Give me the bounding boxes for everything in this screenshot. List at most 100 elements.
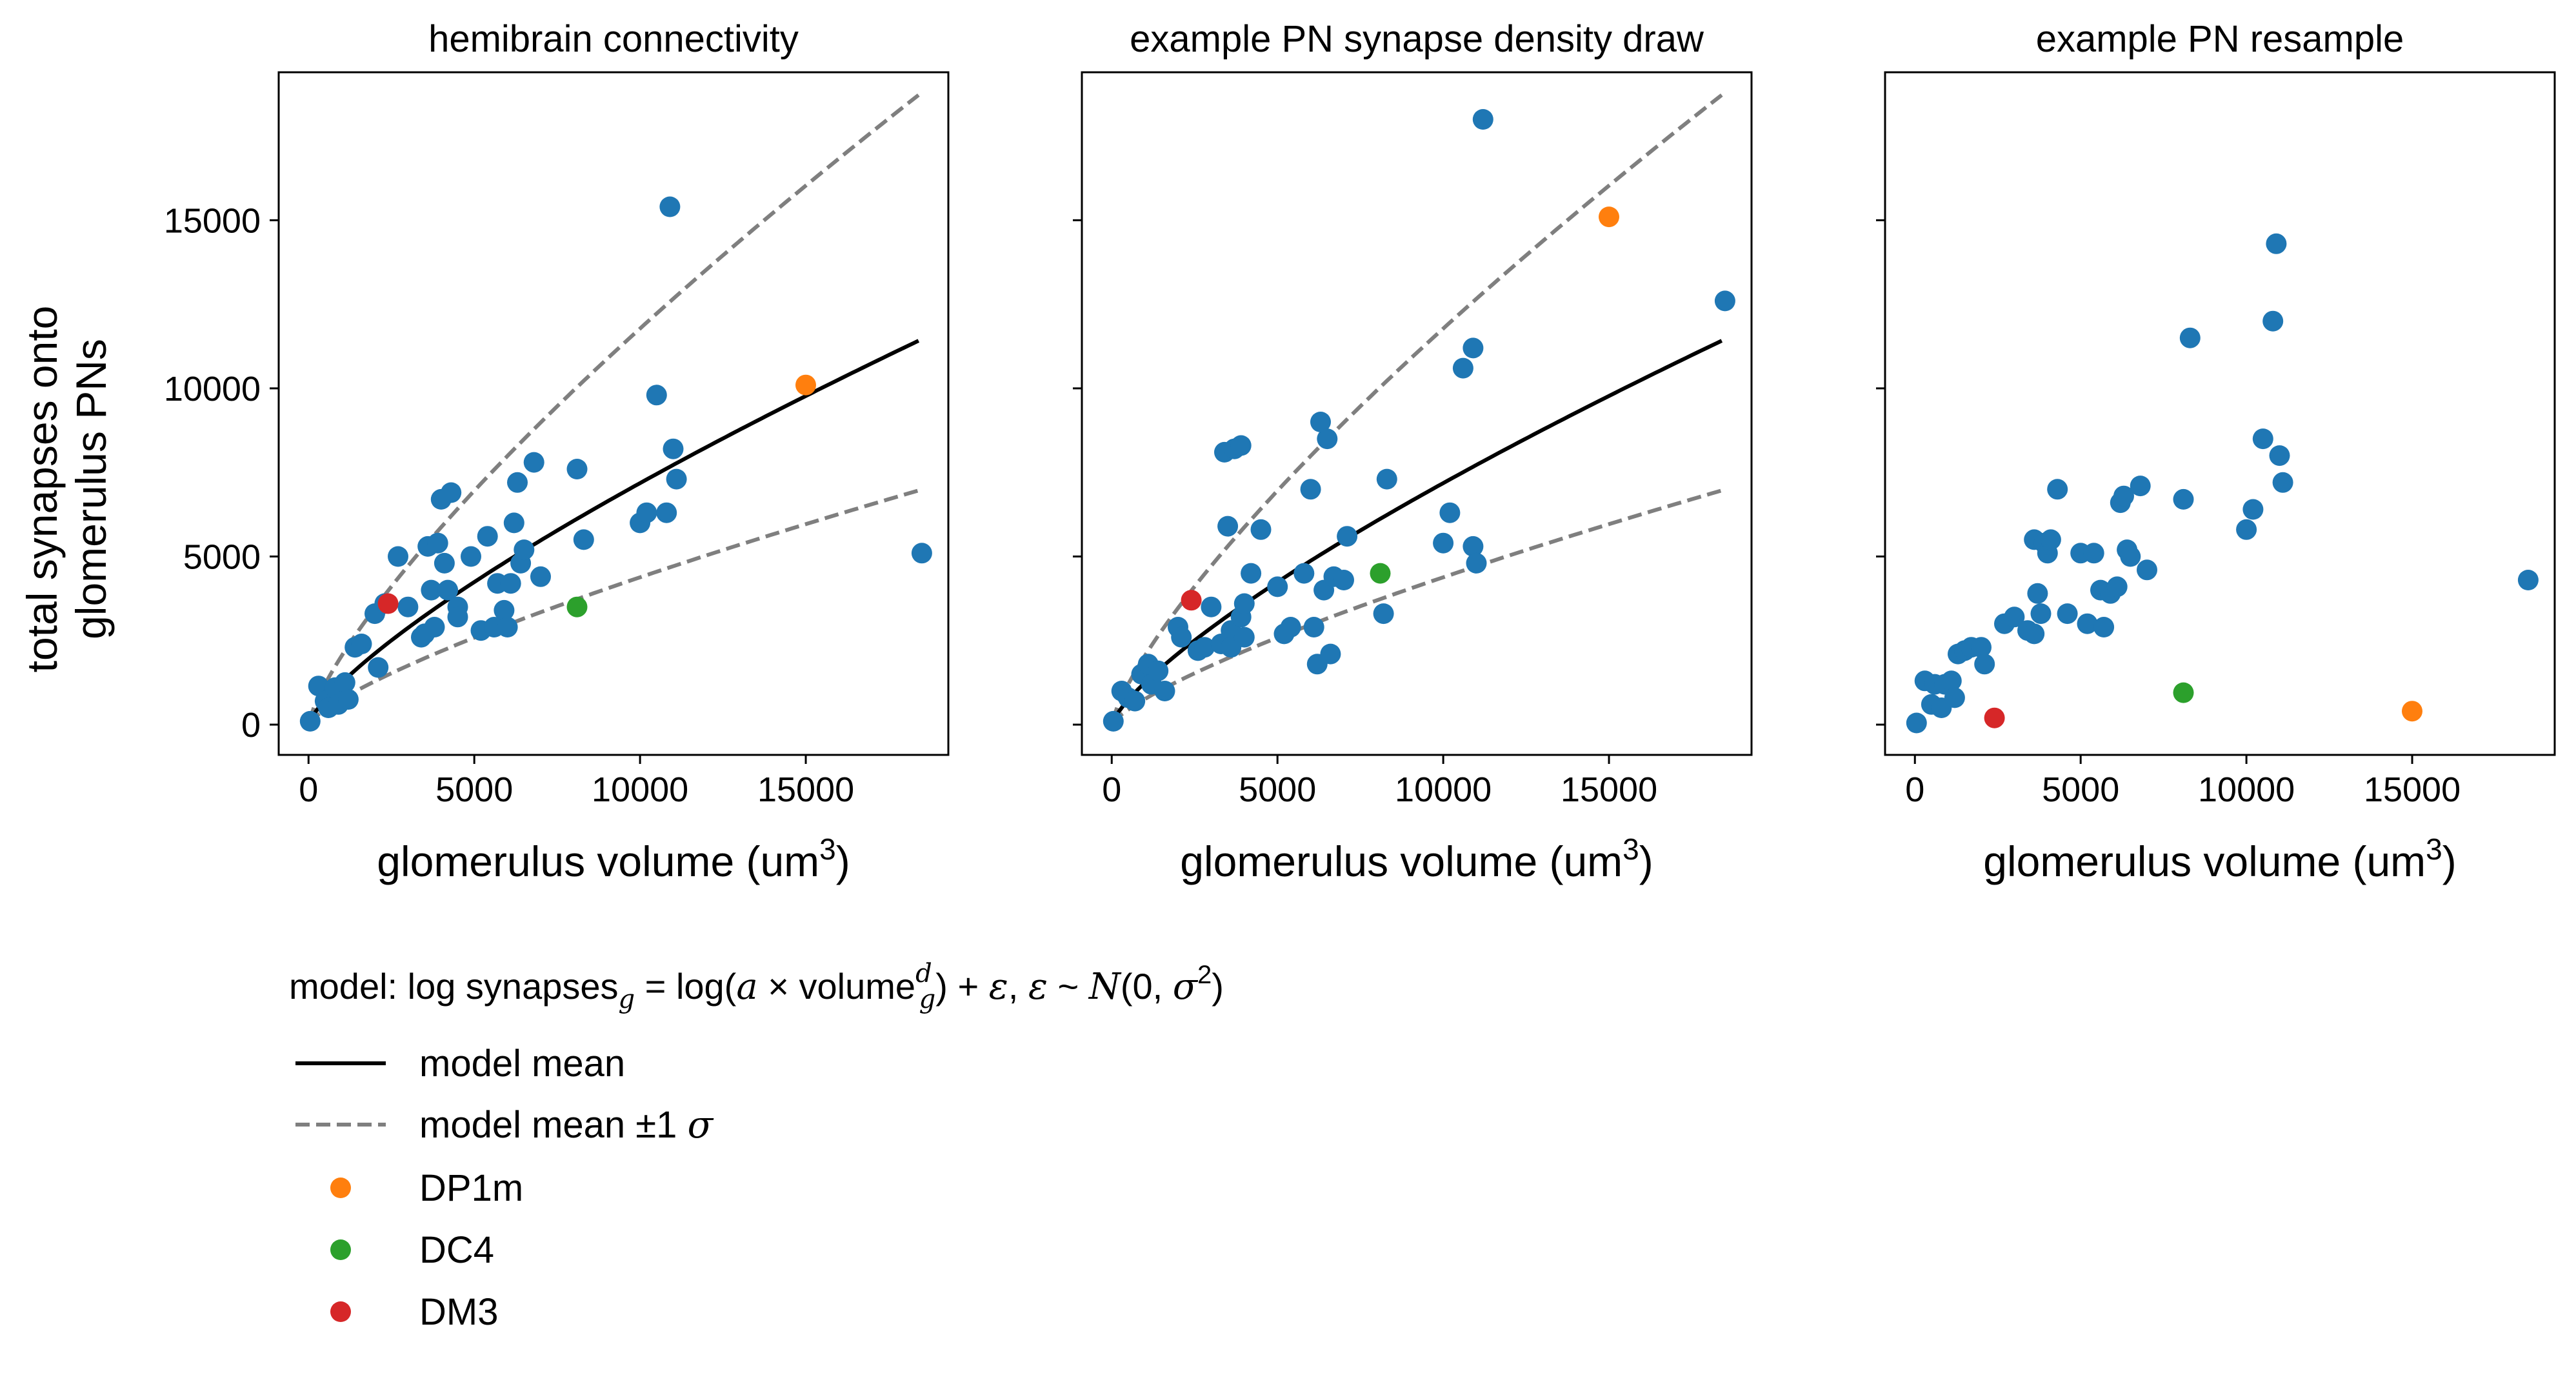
data-point [507,472,528,493]
y-tick-label: 15000 [164,201,261,240]
data-point [1280,617,1301,637]
panel-title: example PN synapse density draw [1130,18,1704,60]
y-axis-label-line-2: glomerulus PNs [67,339,115,639]
legend-dc4-label: DC4 [419,1229,494,1271]
model-lower-sigma-curve [308,488,919,725]
plot-frame [1081,71,1753,756]
x-tick-label: 10000 [2198,770,2295,809]
data-point [299,710,321,732]
data-point [1310,412,1331,432]
x-axis-label: glomerulus volume (um3) [377,832,850,885]
data-point [911,543,932,564]
point-dc4 [2173,682,2194,703]
data-point [666,468,687,490]
point-dp1m [2402,701,2422,722]
x-tick-label: 0 [1102,770,1121,809]
data-point [2077,613,2098,634]
data-point [514,539,535,561]
data-point [494,599,515,621]
data-point [503,512,524,534]
data-point [1714,290,1735,312]
data-point [1233,626,1255,648]
data-point [421,579,442,601]
data-point [2120,546,2141,567]
data-point [1333,570,1354,590]
data-point [1171,626,1192,648]
x-axis-label: glomerulus volume (um3) [1983,832,2457,885]
x-tick-label: 15000 [757,770,854,809]
x-tick-label: 10000 [592,770,688,809]
panel-title: example PN resample [2036,18,2404,60]
data-point [2083,543,2104,564]
data-point [447,606,468,628]
legend-dm3-marker [330,1301,351,1322]
data-point [441,482,462,503]
data-point [1463,536,1484,557]
data-point [434,552,455,574]
x-tick-label: 15000 [1561,770,1657,809]
data-point [530,566,551,587]
data-point [1971,637,1992,658]
data-point [663,438,684,459]
data-point [1974,654,1995,675]
legend-dc4-marker [330,1239,351,1260]
data-point [2517,570,2539,590]
data-point [2040,529,2061,550]
data-point [368,657,389,678]
data-point [1433,532,1454,554]
data-point [2269,445,2290,466]
data-point [2252,428,2273,450]
data-point [1300,479,1321,500]
legend-dp1m-marker [330,1178,351,1198]
data-point [1154,681,1175,701]
data-point [461,546,481,567]
data-point [636,502,657,523]
data-point [2027,583,2048,604]
data-point [2047,479,2068,500]
data-point [337,689,359,710]
point-dc4 [1370,563,1391,584]
data-point [2106,576,2128,597]
data-point [573,529,594,550]
y-tick-label: 10000 [164,370,261,408]
data-point [388,546,408,567]
point-dm3 [377,593,399,614]
x-tick-label: 15000 [2364,770,2461,809]
panel-pn-resample: example PN resample 0 5000 10000 15000 glomer… [1876,18,2556,885]
x-axis-label: glomerulus volume (um3) [1180,832,1653,885]
data-point [1201,596,1222,617]
data-point [1267,576,1288,597]
data-point [437,579,459,601]
data-point [477,526,498,547]
model-upper-sigma-curve [1110,93,1723,722]
data-point [566,459,588,479]
data-point [1337,526,1358,547]
data-point [2173,488,2194,510]
data-point [351,634,372,654]
plot-frame [277,71,950,756]
panel-title: hemibrain connectivity [428,18,799,60]
data-point [2137,559,2157,581]
data-point [1293,563,1315,584]
y-tick-label: 5000 [183,538,261,577]
data-point [1148,660,1169,681]
y-axis-label: total synapses onto glomerulus PNs [18,306,115,673]
data-point [659,196,681,217]
point-dm3 [1984,707,2005,728]
data-point [1217,516,1239,537]
data-point [1472,109,1493,130]
data-point [1944,687,1965,708]
data-point [2093,617,2115,637]
point-dm3 [1181,590,1202,611]
data-point [2024,623,2045,645]
legend-band-label: model mean ±1 σ [419,1103,714,1147]
data-point [1452,357,1473,379]
plot-frame [1884,71,2556,756]
data-point [2030,603,2052,625]
panel-hemibrain-connectivity: hemibrain connectivity 0 5000 10000 15000 0 50… [164,18,950,885]
data-point [2236,519,2257,540]
data-point [424,617,445,637]
x-tick-label: 0 [299,770,318,809]
data-point [2179,327,2201,348]
data-point [1466,552,1487,574]
